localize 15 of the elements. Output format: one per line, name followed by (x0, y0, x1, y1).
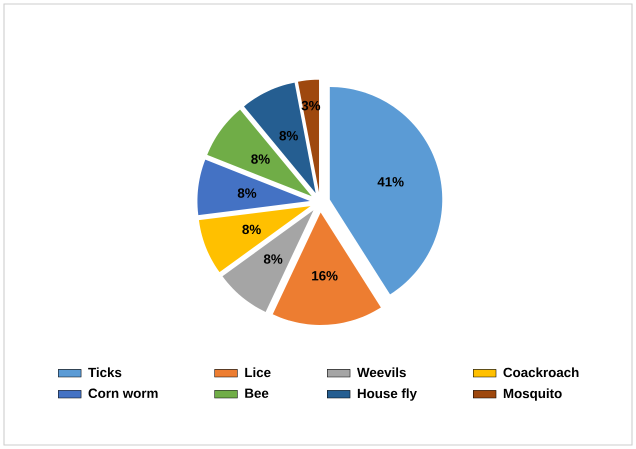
legend-label: Corn worm (88, 388, 158, 398)
legend-label: Weevils (357, 367, 406, 378)
data-label: 8% (264, 254, 282, 264)
data-label: 8% (242, 224, 261, 234)
data-label: 8% (279, 131, 298, 140)
legend-label: Mosquito (504, 388, 562, 401)
data-label: 8% (251, 154, 270, 164)
legend-label: Coackroach (503, 367, 578, 378)
data-label: 8% (238, 188, 256, 198)
data-label: 16% (312, 271, 338, 280)
legend-label: Lice (245, 367, 271, 378)
data-label: 41% (378, 177, 404, 186)
legend-label: House fly (358, 388, 417, 401)
legend-label: Bee (245, 388, 268, 398)
legend-label: Ticks (88, 367, 122, 378)
